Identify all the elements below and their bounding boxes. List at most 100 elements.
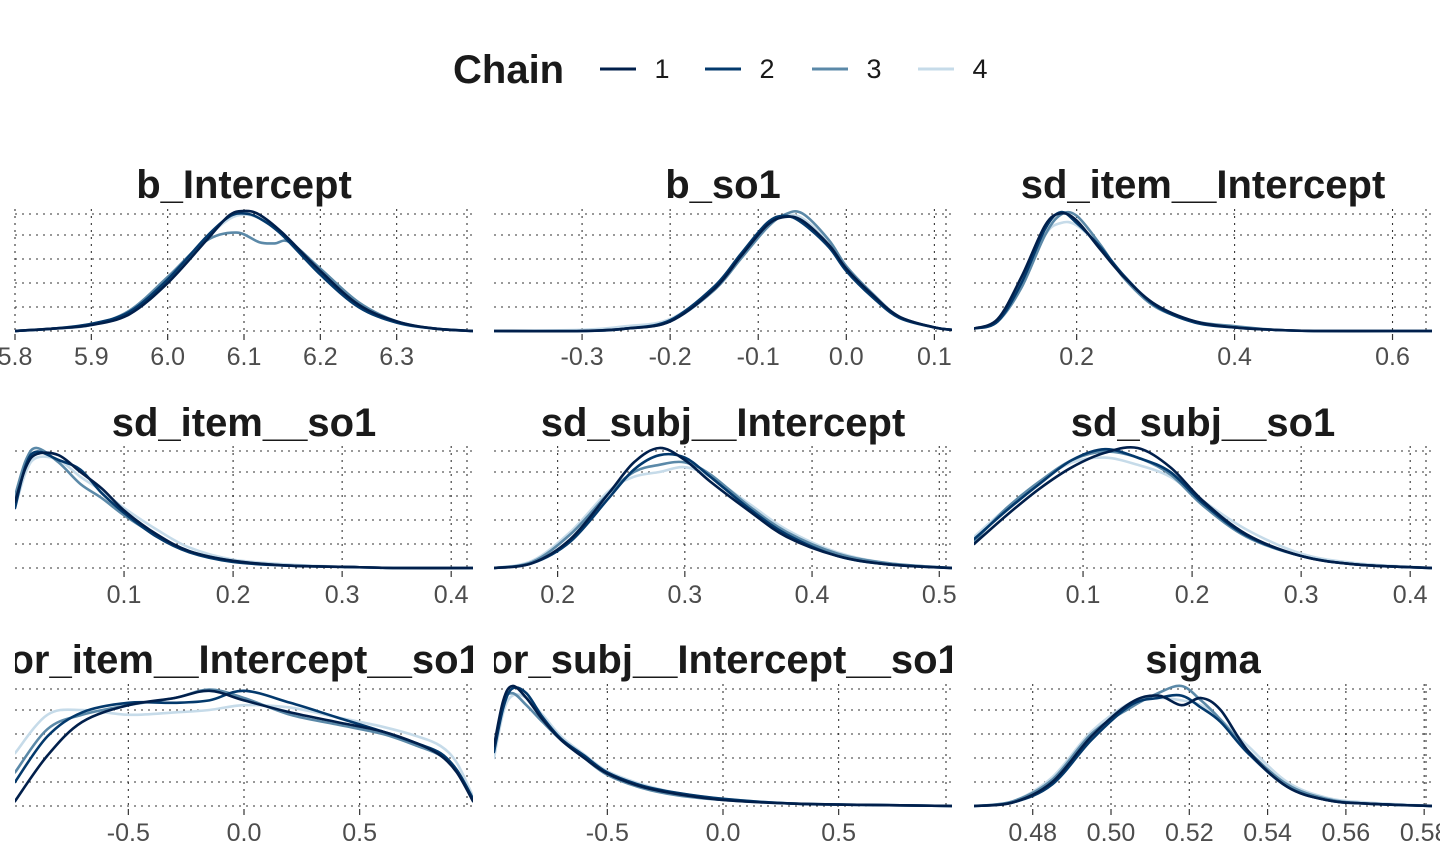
x-tick-label: 0.6 [1375,343,1410,371]
density-line-chain-3 [494,460,952,570]
legend-title: Chain [453,48,564,92]
panel-curves [15,209,473,333]
density-line-chain-3 [974,450,1432,570]
density-line-chain-1 [494,215,952,333]
legend-label-4: 4 [972,54,987,84]
panel-7: cor_item__Intercept__so1 -0.5 0.0 0.5 [0,638,481,847]
density-line-chain-1 [15,689,473,803]
legend-label-3: 3 [866,54,881,84]
x-tick-label: 5.9 [74,343,109,371]
x-tick-label: 6.1 [227,343,262,371]
panel-title: cor_subj__Intercept__so1 [466,638,960,682]
x-tick-label: 6.0 [150,343,185,371]
x-tick-label: 0.0 [829,343,864,371]
panel-title: sd_subj__Intercept [541,401,906,445]
legend-label-1: 1 [654,54,669,84]
x-tick-label: 0.2 [540,581,575,609]
x-tick-label: 0.4 [1217,343,1252,371]
panel-grid [14,209,473,332]
density-line-chain-3 [494,210,952,333]
chain-legend: Chain 1 2 3 4 [453,48,988,92]
x-tick-label: 6.3 [379,343,414,371]
x-tick-label: 0.3 [667,581,702,609]
panel-curves [974,684,1432,808]
density-line-chain-2 [494,214,952,333]
panel-curves [494,684,952,808]
x-tick-label: 0.5 [922,581,957,609]
x-tick-label: 0.4 [434,581,469,609]
panel-grid [494,684,952,807]
density-line-chain-2 [494,452,952,570]
panel-8: cor_subj__Intercept__so1 -0.5 0.0 0.5 [466,638,960,847]
panel-title: cor_item__Intercept__so1 [0,638,481,682]
density-line-chain-2 [15,212,473,333]
panel-title: sd_subj__so1 [1071,401,1336,445]
x-tick-label: -0.5 [107,819,150,847]
density-line-chain-1 [494,446,952,570]
x-tick-label: 0.1 [1066,581,1101,609]
density-line-chain-1 [974,694,1432,808]
panel-grid [15,446,473,569]
x-tick-label: -0.2 [649,343,692,371]
x-tick-label: 0.1 [917,343,952,371]
panel-title: sd_item__Intercept [1021,163,1386,207]
panel-title: b_Intercept [136,163,352,207]
panel-5: sd_subj__Intercept 0.2 0.3 0.4 0.5 [494,401,957,609]
density-line-chain-2 [15,689,473,801]
x-tick-label: 0.4 [795,581,830,609]
x-tick-label: -0.3 [561,343,604,371]
density-line-chain-4 [974,456,1432,570]
panel-curves [15,446,473,570]
panel-1: b_Intercept 5.8 5.9 6.0 6.1 6.2 6.3 [0,163,473,371]
panel-curves [15,688,473,803]
x-tick-label: 0.58 [1400,819,1440,847]
x-tick-label: 0.52 [1165,819,1214,847]
panel-curves [974,210,1432,333]
panel-4: sd_item__so1 0.1 0.2 0.3 0.4 [15,401,473,609]
panel-9: sigma 0.48 0.50 0.52 0.54 0.56 0.58 [974,638,1440,847]
panel-title: sd_item__so1 [112,401,377,445]
density-line-chain-2 [974,447,1432,570]
x-tick-label: 5.8 [0,343,32,371]
x-tick-label: 0.48 [1008,819,1057,847]
panel-grid [494,209,952,332]
panel-title: b_so1 [665,163,781,207]
x-tick-label: 0.4 [1393,581,1428,609]
x-tick-label: 0.50 [1087,819,1136,847]
x-tick-label: 0.5 [342,819,377,847]
panel-grid [494,446,952,569]
x-tick-label: 0.3 [325,581,360,609]
x-tick-label: 0.54 [1243,819,1292,847]
density-line-chain-1 [15,451,473,570]
x-tick-label: 0.56 [1322,819,1371,847]
x-tick-label: 0.5 [821,819,856,847]
density-line-chain-3 [15,446,473,570]
density-line-chain-4 [494,465,952,570]
density-line-chain-4 [494,213,952,333]
panel-3: sd_item__Intercept 0.2 0.4 0.6 [974,163,1432,371]
density-line-chain-1 [494,684,952,808]
x-tick-label: 0.2 [1175,581,1210,609]
x-tick-label: 0.3 [1284,581,1319,609]
panel-title: sigma [1145,638,1261,682]
x-tick-label: -0.5 [586,819,629,847]
panel-curves [974,445,1432,570]
x-tick-label: 0.0 [227,819,262,847]
density-line-chain-2 [15,450,473,570]
panel-grid [15,684,473,807]
x-tick-label: -0.1 [737,343,780,371]
x-tick-label: 0.2 [1059,343,1094,371]
density-line-chain-3 [15,231,473,333]
legend-label-2: 2 [759,54,774,84]
x-tick-label: 0.2 [216,581,251,609]
density-line-chain-1 [15,209,473,333]
density-line-chain-1 [974,445,1432,570]
x-tick-label: 6.2 [303,343,338,371]
density-line-chain-1 [974,211,1432,333]
x-tick-label: 0.1 [107,581,142,609]
panel-2: b_so1 -0.3 -0.2 -0.1 0.0 0.1 [494,163,952,371]
panel-6: sd_subj__so1 0.1 0.2 0.3 0.4 [974,401,1432,609]
panel-curves [494,210,952,333]
x-tick-label: 0.0 [706,819,741,847]
